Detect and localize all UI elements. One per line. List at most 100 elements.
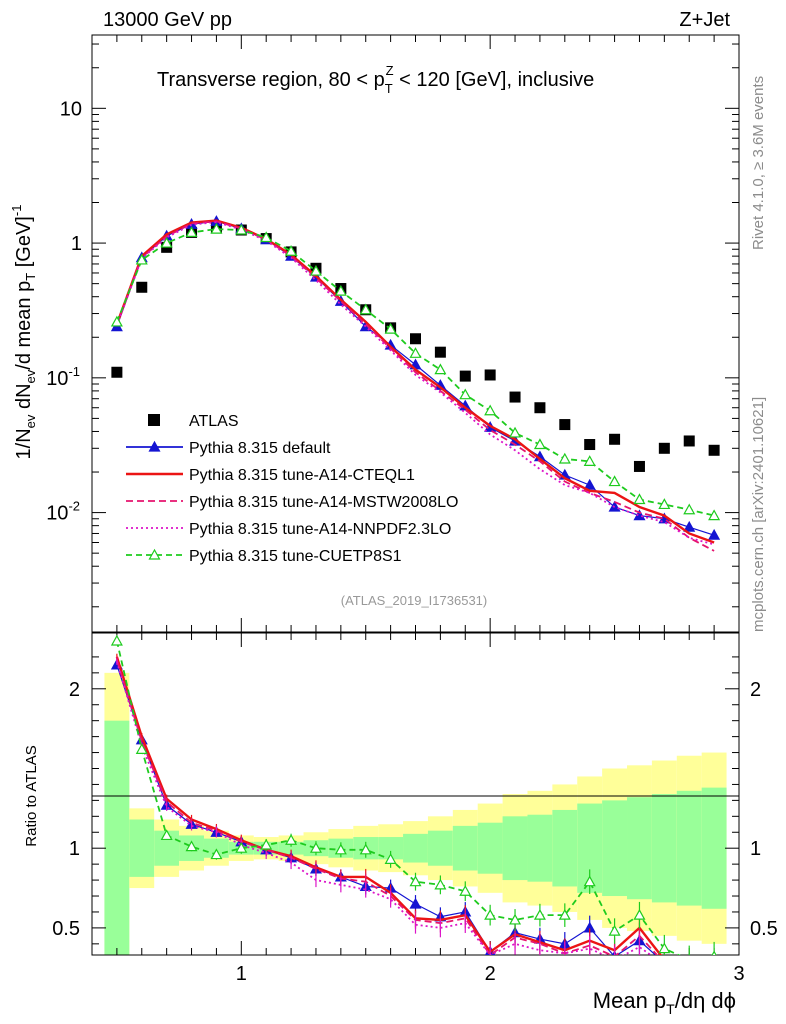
side-label-mcplots: mcplots.cern.ch [arXiv:2401.10621] — [750, 397, 767, 632]
legend-label: Pythia 8.315 tune-A14-MSTW2008LO — [189, 494, 458, 511]
ratio-point-CUETP8S1 — [160, 829, 173, 841]
ratio-point-CUETP8S1 — [608, 924, 621, 936]
ratio-point-CUETP8S1 — [658, 942, 671, 954]
band-inner-bin — [701, 787, 727, 909]
atlas-point — [708, 444, 720, 456]
x-tick-label: 1 — [236, 963, 247, 985]
series-point-CUETP8S1 — [509, 426, 522, 438]
ratio-point-CUETP8S1 — [633, 908, 646, 920]
ratio-point-default — [709, 968, 719, 977]
band-inner-bin — [651, 794, 677, 903]
series-point-CUETP8S1 — [334, 284, 347, 296]
atlas-point — [434, 346, 446, 358]
ratio-point-CUETP8S1 — [409, 875, 422, 887]
ratio-plot-series — [110, 634, 719, 977]
axis-ticks: 1 2 3 10-2 10-1 1 10 0.5 0.5 1 1 2 2 — [46, 35, 778, 985]
series-point-CUETP8S1 — [683, 503, 696, 515]
ratio-y-tick-label: 2 — [69, 679, 80, 701]
legend-label: Pythia 8.315 tune-CUETP8S1 — [189, 548, 402, 565]
band-inner-bin — [477, 822, 503, 874]
ratio-point-CUETP8S1 — [235, 841, 248, 853]
ratio-point-CUETP8S1 — [359, 843, 372, 855]
series-point-CUETP8S1 — [533, 438, 546, 450]
atlas-point — [633, 460, 645, 472]
series-point-CUETP8S1 — [260, 231, 273, 243]
band-inner-bin — [403, 833, 428, 863]
ratio-y-axis-label: Ratio to ATLAS — [23, 745, 40, 846]
band-inner-bin — [527, 814, 553, 882]
atlas-point — [584, 439, 596, 451]
legend-marker-default — [148, 440, 161, 452]
ratio-point-CUETP8S1 — [583, 875, 596, 887]
series-point-CUETP8S1 — [210, 222, 223, 234]
atlas-point — [609, 433, 621, 445]
ratio-point-CUETP8S1 — [260, 838, 273, 850]
legend-label: Pythia 8.315 tune-A14-CTEQL1 — [189, 467, 415, 484]
band-inner-bin — [627, 797, 652, 900]
header-right: Z+Jet — [679, 9, 730, 31]
legend-label: Pythia 8.315 default — [189, 440, 331, 457]
ratio-y-tick-label-right: 0.5 — [750, 918, 778, 940]
ratio-point-CUETP8S1 — [558, 908, 571, 920]
main-y-axis-label: 1/Nev dNev/d mean pT [GeV]-1 — [9, 205, 38, 460]
analysis-tag: (ATLAS_2019_I1736531) — [341, 593, 487, 608]
series-point-CUETP8S1 — [459, 388, 472, 400]
series-point-default — [708, 528, 721, 540]
series-point-CUETP8S1 — [608, 475, 621, 487]
ratio-y-tick-label-right: 2 — [750, 679, 761, 701]
band-inner-bin — [129, 819, 155, 877]
y-tick-label: 10-1 — [46, 364, 80, 390]
series-point-CUETP8S1 — [434, 363, 447, 375]
legend-label: ATLAS — [189, 413, 239, 430]
atlas-point — [559, 419, 571, 431]
band-inner-bin — [104, 720, 130, 955]
ratio-point-CUETP8S1 — [110, 634, 123, 646]
ratio-point-CUETP8S1 — [185, 840, 198, 852]
series-point-CUETP8S1 — [633, 493, 646, 505]
ratio-y-tick-label: 1 — [69, 838, 80, 860]
series-point-CUETP8S1 — [285, 244, 298, 256]
series-point-CUETP8S1 — [135, 253, 148, 265]
band-inner-bin — [378, 837, 404, 860]
series-point-default — [683, 520, 696, 532]
series-line-NNPDF23LO — [116, 221, 715, 546]
ratio-point-CUETP8S1 — [509, 913, 522, 925]
ratio-uncertainty-band — [104, 672, 727, 955]
atlas-point — [534, 402, 546, 414]
band-inner-bin — [427, 830, 453, 866]
y-tick-label: 10-2 — [46, 499, 80, 525]
atlas-point — [658, 442, 670, 454]
ratio-point-CUETP8S1 — [309, 841, 322, 853]
header-left: 13000 GeV pp — [103, 9, 232, 31]
band-inner-bin — [602, 800, 628, 897]
series-point-CUETP8S1 — [658, 498, 671, 510]
ratio-point-default — [409, 897, 422, 909]
atlas-point — [484, 369, 496, 381]
x-tick-label: 2 — [485, 963, 496, 985]
ratio-point-CUETP8S1 — [434, 878, 447, 890]
ratio-point-CUETP8S1 — [334, 843, 347, 855]
series-point-CUETP8S1 — [558, 452, 571, 464]
legend-label: Pythia 8.315 tune-A14-NNPDF2.3LO — [189, 521, 451, 538]
x-tick-label: 3 — [733, 963, 744, 985]
main-plot-series — [110, 215, 721, 552]
x-axis-label: Mean pT/dη dϕ — [593, 988, 736, 1017]
series-point-CUETP8S1 — [359, 303, 372, 315]
series-point-CUETP8S1 — [185, 226, 198, 238]
atlas-point — [509, 391, 521, 403]
series-point-CUETP8S1 — [110, 315, 123, 327]
y-tick-label: 1 — [71, 233, 82, 255]
legend-marker-atlas — [148, 414, 160, 426]
series-point-CUETP8S1 — [160, 236, 173, 248]
ratio-y-tick-label-right: 1 — [750, 838, 761, 860]
ratio-point-CUETP8S1 — [533, 908, 546, 920]
atlas-point — [111, 366, 123, 378]
ratio-point-CUETP8S1 — [210, 848, 223, 860]
band-inner-bin — [502, 816, 528, 881]
band-inner-bin — [452, 825, 478, 871]
series-point-CUETP8S1 — [708, 509, 721, 521]
series-point-CUETP8S1 — [583, 455, 596, 466]
ratio-point-CUETP8S1 — [484, 908, 497, 920]
atlas-point — [459, 370, 471, 382]
